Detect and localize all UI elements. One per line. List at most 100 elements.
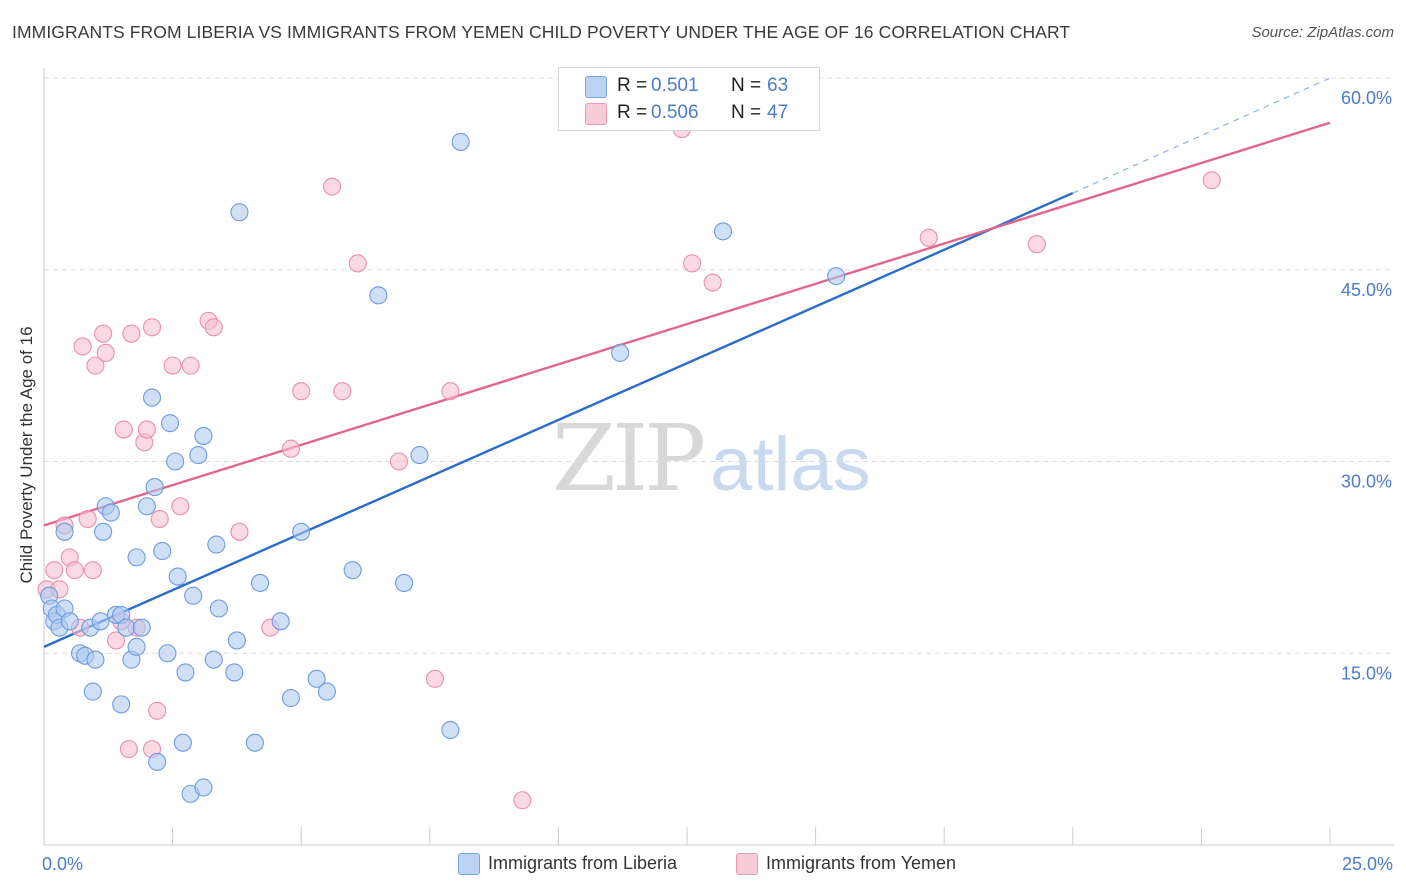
- liberia-point: [271, 612, 290, 631]
- liberia-point: [55, 522, 74, 541]
- yemen-point: [348, 254, 367, 273]
- liberia-point: [127, 637, 146, 656]
- y-tick-label: 45.0%: [1341, 280, 1392, 300]
- yemen-point: [114, 420, 133, 439]
- liberia-point: [395, 573, 414, 592]
- watermark-atlas: atlas: [710, 422, 871, 507]
- liberia-point: [137, 497, 156, 516]
- yemen-point: [73, 337, 92, 356]
- yemen-point: [45, 561, 64, 580]
- tick-labels: 15.0% 30.0% 45.0% 60.0% 0.0% 25.0%: [42, 88, 1393, 874]
- liberia-point: [827, 267, 846, 286]
- liberia-point: [245, 733, 264, 752]
- liberia-point: [168, 567, 187, 586]
- yemen-n-value: 47: [767, 102, 789, 123]
- liberia-point: [194, 778, 213, 797]
- chart-title: IMMIGRANTS FROM LIBERIA VS IMMIGRANTS FR…: [12, 22, 1071, 42]
- data-points: [37, 120, 1221, 810]
- liberia-point: [94, 522, 113, 541]
- x-tick-label: 25.0%: [1342, 854, 1393, 874]
- liberia-point: [369, 286, 388, 305]
- yemen-trend-line: [43, 121, 1331, 527]
- yemen-point: [323, 177, 342, 196]
- yemen-point: [1027, 235, 1046, 254]
- watermark-zip: ZIP: [552, 405, 706, 512]
- yemen-n-label: N =: [731, 102, 762, 123]
- liberia-point: [611, 343, 630, 362]
- liberia-point: [292, 522, 311, 541]
- liberia-point: [86, 650, 105, 669]
- yemen-point: [119, 740, 138, 759]
- yemen-r-value: 0.506: [651, 102, 699, 123]
- liberia-swatch: [585, 76, 607, 98]
- yemen-point: [181, 356, 200, 375]
- yemen-legend-label: Immigrants from Yemen: [766, 853, 957, 873]
- liberia-point: [281, 688, 300, 708]
- trend-lines: [43, 77, 1331, 648]
- yemen-point: [230, 522, 249, 541]
- liberia-point: [91, 612, 110, 631]
- liberia-point: [173, 733, 192, 752]
- liberia-point: [230, 203, 249, 222]
- liberia-point: [153, 541, 172, 561]
- liberia-point: [112, 695, 131, 714]
- y-tick-label: 15.0%: [1341, 663, 1392, 683]
- yemen-point: [919, 228, 938, 247]
- liberia-point: [207, 535, 226, 554]
- liberia-point: [176, 663, 195, 682]
- liberia-point: [441, 720, 460, 740]
- yemen-point: [389, 452, 408, 471]
- liberia-n-label: N =: [731, 75, 762, 96]
- yemen-point: [83, 561, 102, 580]
- yemen-point: [281, 439, 300, 458]
- liberia-r-label: R =: [617, 75, 648, 96]
- liberia-point: [451, 132, 470, 151]
- liberia-point: [713, 222, 733, 241]
- liberia-point: [127, 548, 146, 567]
- liberia-point: [317, 682, 336, 701]
- liberia-point: [227, 631, 246, 650]
- liberia-point: [145, 478, 164, 497]
- yemen-point: [333, 382, 352, 401]
- liberia-legend-label: Immigrants from Liberia: [488, 853, 678, 873]
- liberia-r-value: 0.501: [651, 75, 699, 96]
- yemen-point: [86, 356, 105, 375]
- yemen-point: [441, 382, 460, 401]
- yemen-point: [137, 420, 156, 439]
- liberia-point: [204, 650, 223, 669]
- yemen-point: [148, 701, 167, 720]
- axes: [43, 68, 1394, 846]
- y-tick-label: 60.0%: [1341, 88, 1392, 108]
- liberia-point: [410, 446, 429, 465]
- liberia-point: [158, 644, 177, 663]
- yemen-swatch: [585, 103, 607, 125]
- liberia-point: [307, 669, 326, 688]
- liberia-point: [189, 446, 208, 465]
- yemen-point: [163, 356, 182, 375]
- liberia-point: [132, 618, 151, 637]
- correlation-legend: R = 0.501 N = 63 R = 0.506 N = 47: [558, 67, 820, 131]
- liberia-point: [209, 599, 228, 618]
- yemen-r-label: R =: [617, 102, 648, 123]
- yemen-point: [1202, 171, 1221, 190]
- yemen-point: [703, 273, 722, 292]
- yemen-point: [171, 497, 190, 516]
- yemen-point: [106, 631, 126, 650]
- y-tick-label: 30.0%: [1341, 472, 1392, 492]
- source-note: Source: ZipAtlas.com: [1251, 24, 1394, 41]
- yemen-point: [150, 509, 169, 529]
- grid-lines: [44, 77, 1394, 654]
- x-tick-label: 0.0%: [42, 854, 83, 874]
- liberia-point: [184, 586, 203, 605]
- yemen-point: [96, 343, 115, 362]
- yemen-point: [683, 254, 702, 273]
- liberia-n-value: 63: [767, 75, 789, 96]
- liberia-point: [160, 414, 180, 433]
- liberia-point: [60, 612, 79, 631]
- yemen-point: [425, 669, 444, 688]
- yemen-point: [142, 318, 162, 337]
- yemen-point: [122, 324, 141, 343]
- yemen-point: [292, 382, 311, 401]
- liberia-point: [250, 573, 270, 592]
- liberia-point: [148, 752, 167, 771]
